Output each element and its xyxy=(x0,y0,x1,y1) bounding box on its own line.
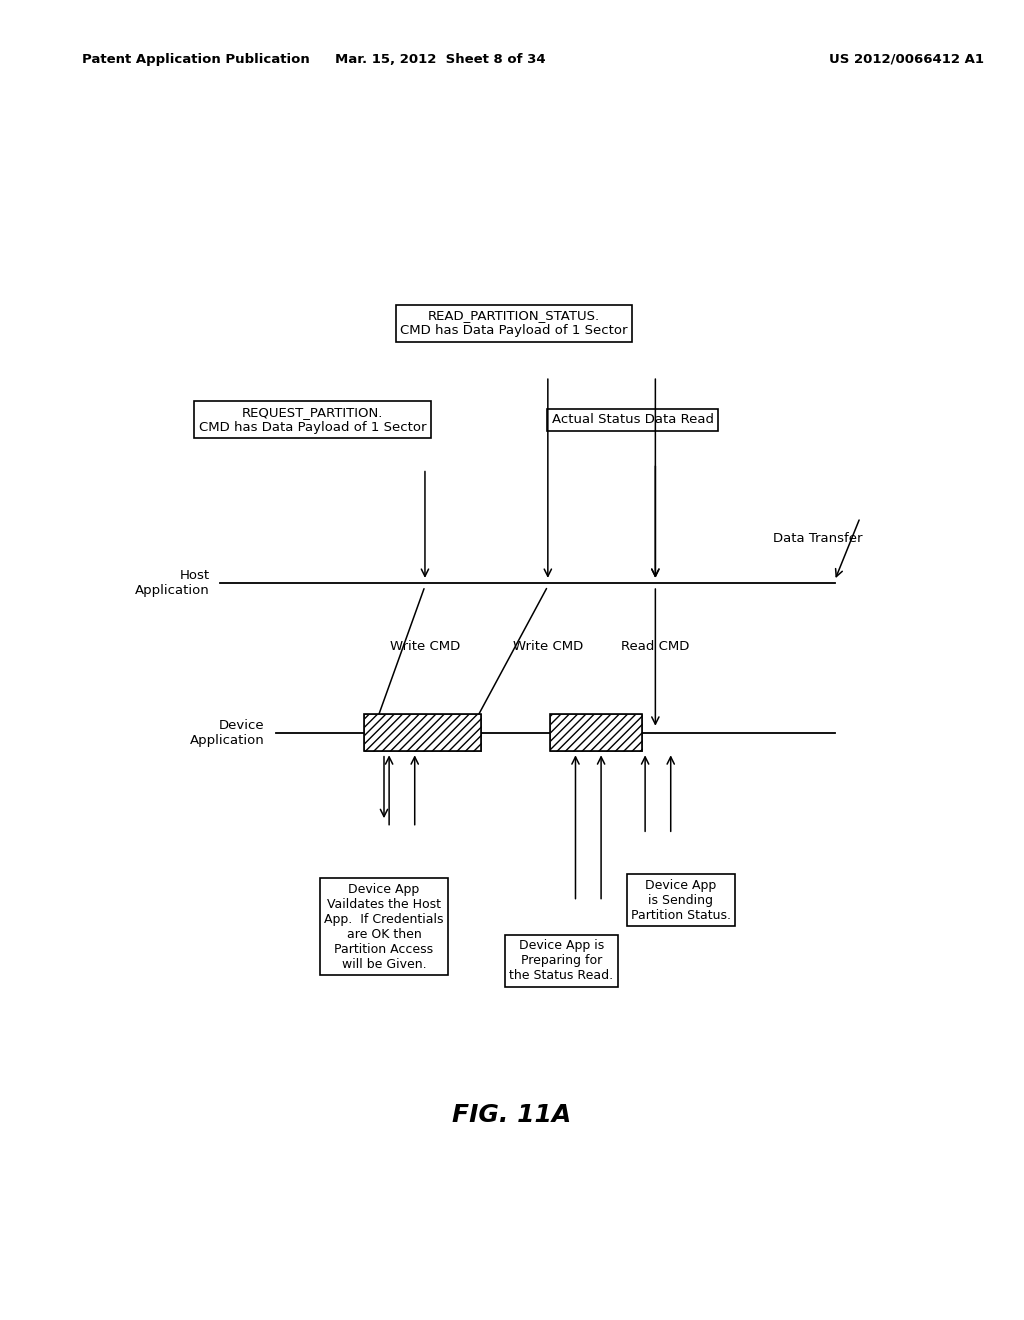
Text: Device App is
Preparing for
the Status Read.: Device App is Preparing for the Status R… xyxy=(509,940,613,982)
Bar xyxy=(550,714,642,751)
Text: REQUEST_PARTITION.
CMD has Data Payload of 1 Sector: REQUEST_PARTITION. CMD has Data Payload … xyxy=(199,405,426,434)
Text: Write CMD: Write CMD xyxy=(513,640,583,653)
Bar xyxy=(364,714,481,751)
Bar xyxy=(550,714,642,751)
Text: Actual Status Data Read: Actual Status Data Read xyxy=(552,413,714,426)
Text: READ_PARTITION_STATUS.
CMD has Data Payload of 1 Sector: READ_PARTITION_STATUS. CMD has Data Payl… xyxy=(400,309,628,338)
Text: Device App
Vaildates the Host
App.  If Credentials
are OK then
Partition Access
: Device App Vaildates the Host App. If Cr… xyxy=(325,883,443,970)
Bar xyxy=(364,714,481,751)
Text: Patent Application Publication: Patent Application Publication xyxy=(82,53,309,66)
Text: FIG. 11A: FIG. 11A xyxy=(453,1104,571,1127)
Text: Write CMD: Write CMD xyxy=(390,640,460,653)
Text: Device App
is Sending
Partition Status.: Device App is Sending Partition Status. xyxy=(631,879,731,921)
Text: Read CMD: Read CMD xyxy=(622,640,689,653)
Text: US 2012/0066412 A1: US 2012/0066412 A1 xyxy=(828,53,984,66)
Text: Device
Application: Device Application xyxy=(189,718,264,747)
Text: Data Transfer: Data Transfer xyxy=(773,532,862,545)
Text: Mar. 15, 2012  Sheet 8 of 34: Mar. 15, 2012 Sheet 8 of 34 xyxy=(335,53,546,66)
Text: Host
Application: Host Application xyxy=(135,569,210,598)
